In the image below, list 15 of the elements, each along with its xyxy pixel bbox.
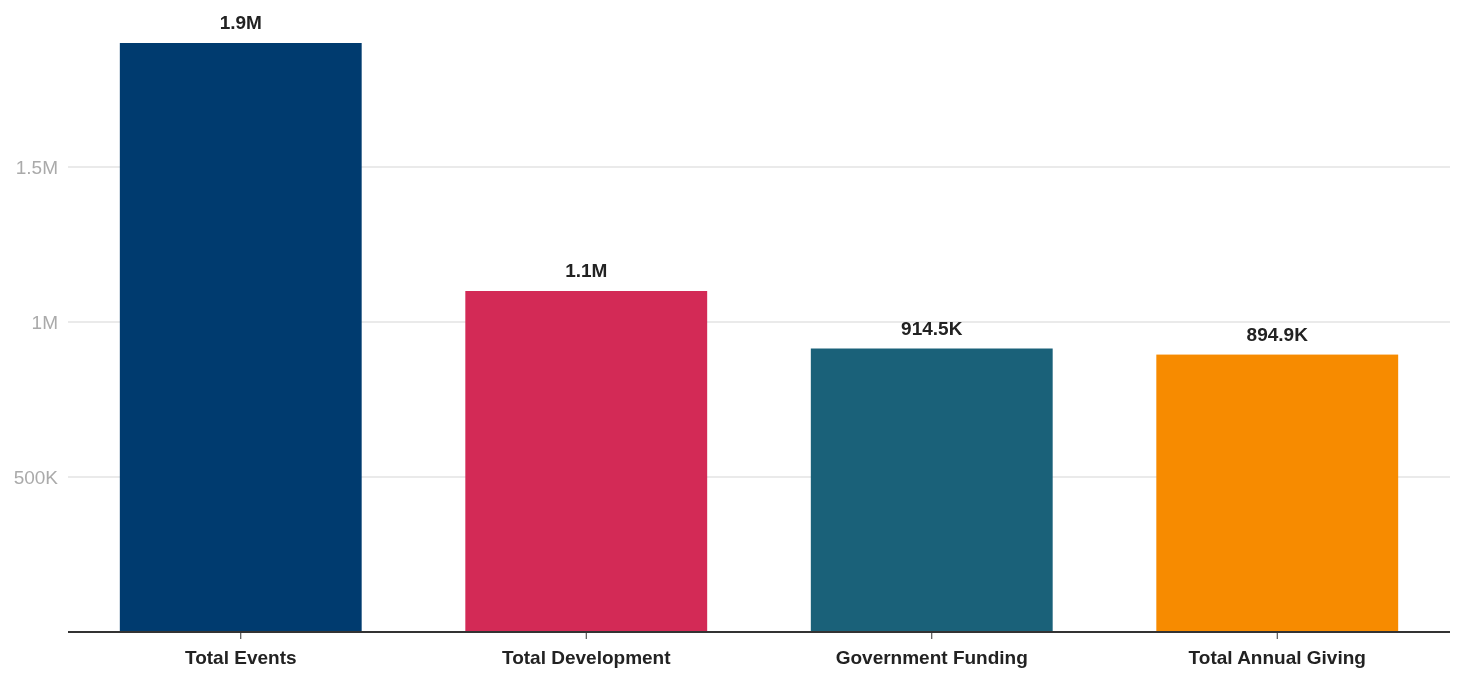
y-tick-label: 1M [31, 311, 58, 333]
y-tick-label: 1.5M [15, 156, 58, 178]
x-tick-label: Total Annual Giving [1188, 647, 1366, 669]
data-label: 1.1M [565, 260, 608, 281]
x-tick-label: Government Funding [835, 647, 1028, 669]
data-label: 914.5K [901, 317, 963, 339]
y-tick-label: 500K [13, 466, 59, 488]
data-label: 1.9M [219, 12, 262, 33]
bar [1156, 354, 1399, 632]
data-label: 894.9K [1246, 323, 1309, 345]
bar [119, 43, 362, 632]
bar [465, 291, 708, 632]
x-tick-label: Total Development [501, 647, 672, 669]
bar [810, 348, 1053, 632]
x-tick-label: Total Events [184, 647, 297, 669]
